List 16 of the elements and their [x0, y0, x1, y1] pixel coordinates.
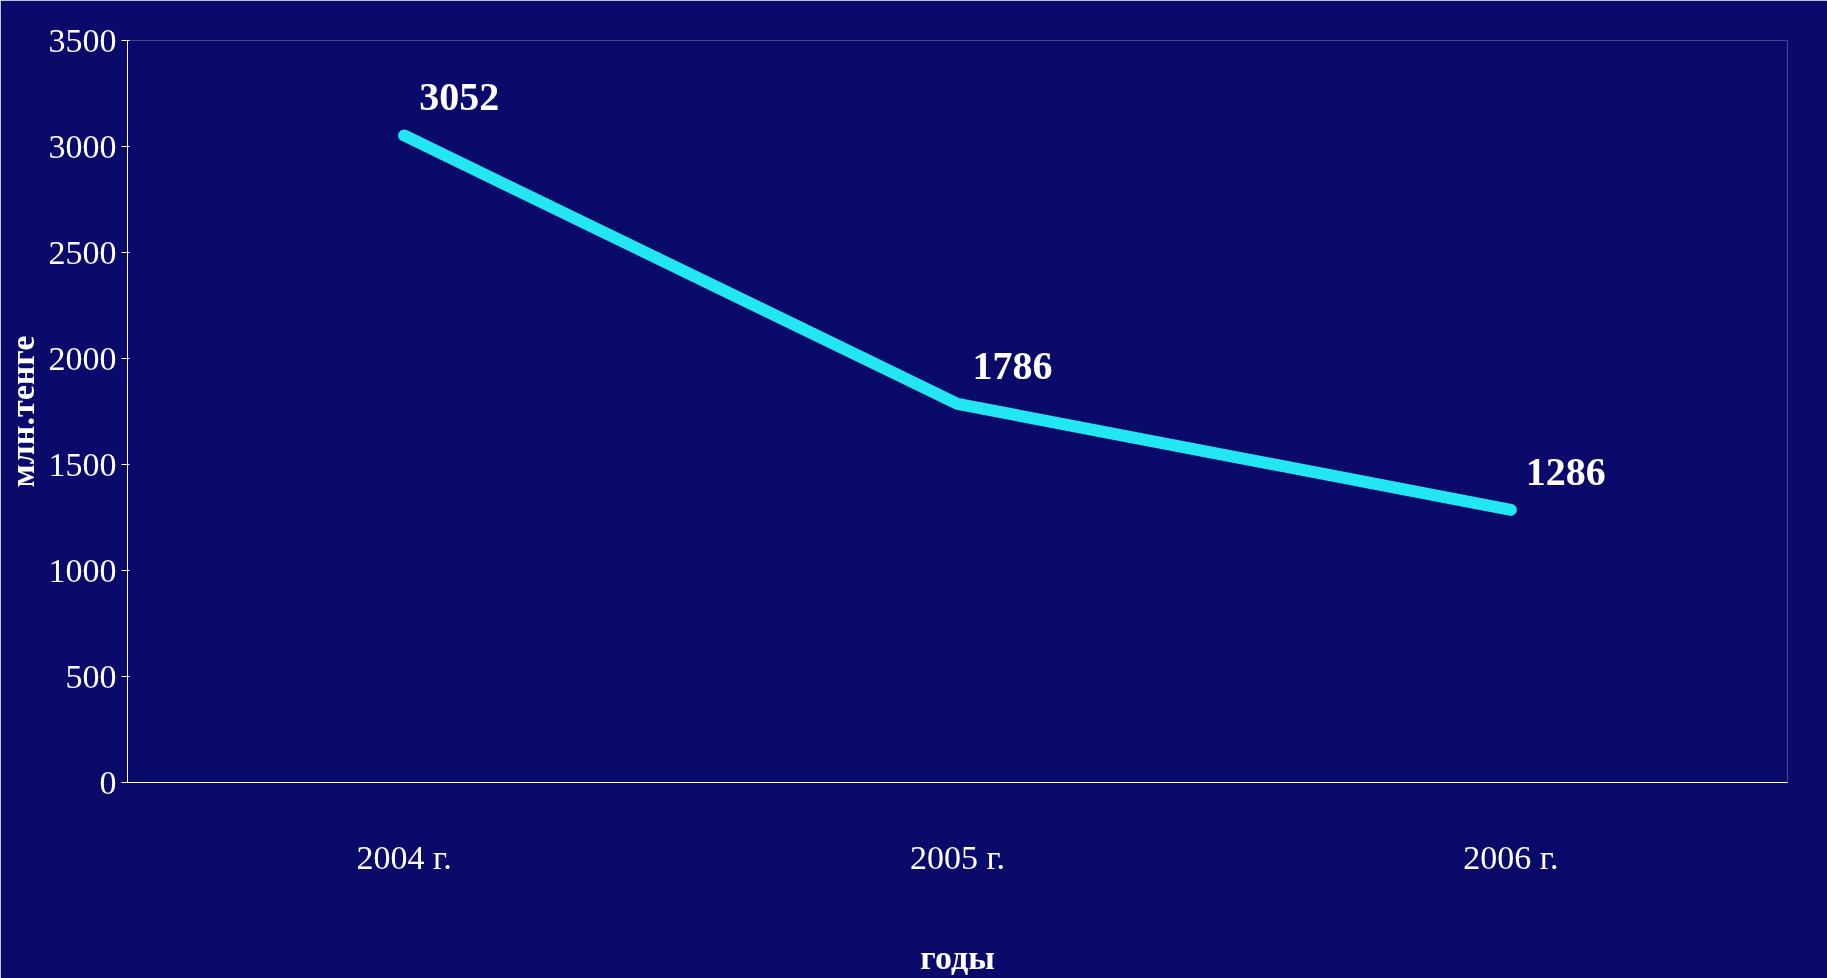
y-axis-title: млн.тенге	[3, 335, 41, 488]
y-tick-label: 2500	[48, 233, 117, 271]
y-tick-label: 1500	[48, 445, 117, 483]
y-tick-label: 0	[99, 763, 117, 801]
data-label: 3052	[419, 74, 500, 120]
data-label: 1786	[972, 342, 1053, 388]
y-tick-label: 2000	[48, 339, 117, 377]
data-label: 1286	[1525, 448, 1606, 494]
x-tick-label: 2006 г.	[1463, 838, 1559, 876]
y-tick-label: 3000	[48, 127, 117, 165]
x-tick-label: 2005 г.	[909, 838, 1006, 876]
y-tick-label: 3500	[48, 21, 117, 59]
x-tick-label: 2004 г.	[356, 838, 452, 876]
x-axis-title: годы	[920, 938, 995, 976]
y-tick-label: 1000	[48, 551, 117, 589]
y-tick-label: 500	[65, 657, 117, 695]
